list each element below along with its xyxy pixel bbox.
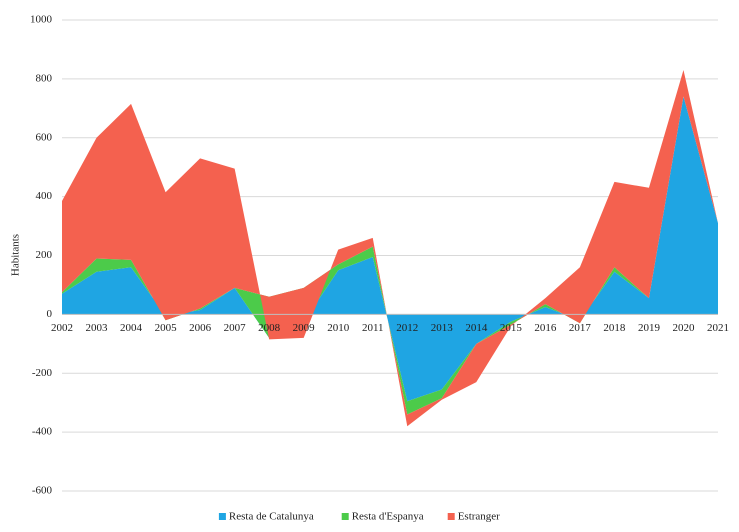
area <box>62 70 718 427</box>
legend-swatch <box>341 513 349 520</box>
x-tick-label: 2011 <box>362 322 384 334</box>
y-tick-label: 400 <box>36 190 53 202</box>
x-tick-label: 2008 <box>258 322 281 334</box>
legend-swatch <box>218 513 226 520</box>
legend-item: Resta de Catalunya <box>218 511 314 523</box>
x-tick-label: 2014 <box>465 322 488 334</box>
legend-label: Estranger <box>458 511 500 523</box>
x-tick-label: 2021 <box>707 322 729 334</box>
y-tick-label: -400 <box>32 426 53 438</box>
x-tick-label: 2007 <box>224 322 247 334</box>
x-tick-label: 2013 <box>431 322 454 334</box>
legend-item: Estranger <box>447 511 500 523</box>
y-tick-label: 1000 <box>30 14 53 26</box>
y-tick-label: 600 <box>36 131 53 143</box>
legend-label: Resta de Catalunya <box>229 511 314 523</box>
x-tick-label: 2016 <box>534 322 557 334</box>
legend-swatch <box>447 513 455 520</box>
y-tick-label: 0 <box>47 308 53 320</box>
y-tick-label: -600 <box>32 485 53 497</box>
legend-item: Resta d'Espanya <box>341 511 424 523</box>
x-tick-label: 2009 <box>293 322 316 334</box>
x-tick-label: 2012 <box>396 322 418 334</box>
x-tick-label: 2003 <box>86 322 109 334</box>
x-tick-label: 2019 <box>638 322 661 334</box>
y-tick-label: 200 <box>36 249 53 261</box>
y-axis-label: Habitants <box>10 234 22 276</box>
x-tick-label: 2002 <box>51 322 73 334</box>
x-tick-label: 2010 <box>327 322 350 334</box>
x-tick-label: 2017 <box>569 322 592 334</box>
x-tick-label: 2005 <box>155 322 178 334</box>
x-tick-label: 2015 <box>500 322 523 334</box>
x-tick-label: 2004 <box>120 322 143 334</box>
x-tick-label: 2018 <box>603 322 626 334</box>
x-tick-label: 2020 <box>672 322 695 334</box>
y-tick-label: 800 <box>36 72 53 84</box>
x-tick-label: 2006 <box>189 322 212 334</box>
legend-label: Resta d'Espanya <box>352 511 424 523</box>
y-tick-label: -200 <box>32 367 53 379</box>
